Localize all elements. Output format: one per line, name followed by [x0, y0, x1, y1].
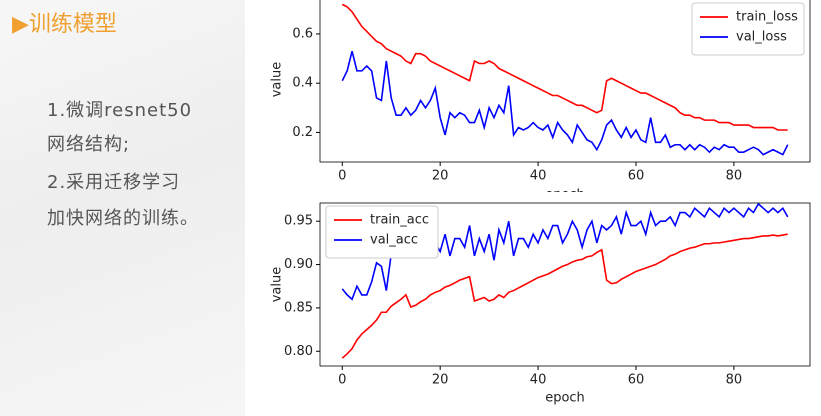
legend-label: val_acc [370, 233, 418, 248]
y-axis-label: value [270, 62, 285, 98]
x-tick-label: 80 [726, 169, 743, 184]
slide-title: ▶训练模型 [12, 12, 117, 37]
x-tick-label: 0 [338, 373, 346, 388]
x-tick-label: 0 [338, 169, 346, 184]
y-tick-label: 0.4 [292, 76, 313, 91]
y-tick-label: 0.2 [292, 125, 313, 140]
x-tick-label: 40 [530, 169, 547, 184]
text-line: 加快网络的训练。 [47, 208, 199, 229]
legend-box [325, 205, 439, 259]
x-axis-label: epoch [545, 391, 585, 406]
x-tick-label: 60 [628, 373, 645, 388]
legend-label: val_loss [736, 30, 787, 45]
series-line [341, 3, 788, 131]
legend-label: train_acc [370, 213, 429, 228]
plot-frame [319, 0, 811, 163]
x-tick-label: 20 [432, 169, 449, 184]
x-tick-label: 40 [530, 373, 547, 388]
legend-box [691, 2, 805, 56]
y-tick-label: 0.95 [284, 214, 313, 229]
y-tick-label: 0.6 [292, 26, 313, 41]
left-panel: ▶训练模型 1.微调resnet50 网络结构; 2.采用迁移学习 加快网络的训… [0, 0, 245, 416]
y-axis-label: value [270, 267, 285, 303]
series-line [341, 50, 789, 156]
series-line [341, 233, 788, 359]
text-line: 网络结构; [47, 134, 131, 155]
x-tick-label: 60 [628, 169, 645, 184]
legend-label: train_loss [736, 10, 798, 25]
y-tick-label: 0.90 [284, 257, 313, 272]
plot-frame [319, 202, 811, 367]
y-tick-label: 0.85 [284, 300, 313, 315]
x-tick-label: 80 [726, 373, 743, 388]
y-tick-label: 0.80 [284, 344, 313, 359]
text-line: 2.采用迁移学习 [47, 172, 181, 193]
x-tick-label: 20 [432, 373, 449, 388]
text-line: 1.微调resnet50 [47, 100, 193, 121]
